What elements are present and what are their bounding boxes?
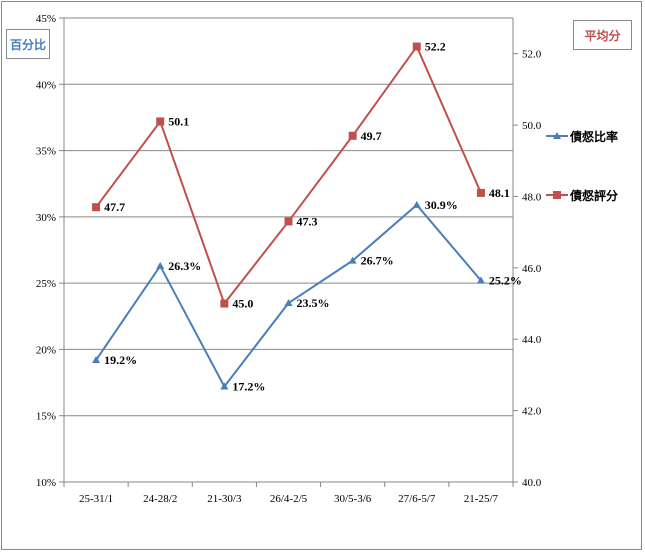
right-tick-label: 42.0 bbox=[522, 406, 542, 418]
data-point-triangle bbox=[220, 382, 229, 390]
right-tick-label: 48.0 bbox=[522, 191, 542, 203]
left-tick-label: 30% bbox=[36, 212, 56, 224]
left-tick-label: 25% bbox=[36, 278, 56, 290]
data-point-square bbox=[92, 203, 101, 212]
data-point-triangle bbox=[476, 276, 485, 284]
legend-item-score: 債惄評分 bbox=[546, 187, 618, 203]
legend-triangle-marker bbox=[546, 132, 568, 139]
data-point-triangle bbox=[412, 200, 421, 208]
legend-label-ratio: 債惄比率 bbox=[570, 129, 619, 144]
data-point-triangle bbox=[156, 261, 165, 269]
data-point-square bbox=[412, 42, 421, 51]
left-tick-label: 35% bbox=[36, 146, 56, 158]
left-tick-label: 10% bbox=[36, 477, 56, 489]
x-tick-label: 27/6-5/7 bbox=[398, 493, 436, 505]
data-point-square bbox=[284, 217, 293, 226]
left-tick-label: 45% bbox=[36, 13, 56, 25]
data-label: 26.3% bbox=[168, 259, 201, 273]
x-tick-label: 24-28/2 bbox=[143, 493, 177, 505]
data-label: 50.1 bbox=[168, 115, 189, 129]
data-label: 19.2% bbox=[104, 353, 137, 367]
x-tick-label: 21-30/3 bbox=[207, 493, 242, 505]
data-label: 23.5% bbox=[297, 296, 330, 310]
data-label: 52.2 bbox=[425, 40, 446, 54]
left-tick-label: 15% bbox=[36, 411, 56, 423]
data-point-triangle bbox=[348, 256, 357, 264]
data-label: 45.0 bbox=[232, 297, 253, 311]
legend-label-score: 債惄評分 bbox=[570, 188, 619, 203]
data-label: 26.7% bbox=[361, 254, 394, 268]
data-point-triangle bbox=[284, 299, 293, 307]
data-point-square bbox=[156, 117, 165, 126]
x-tick-label: 21-25/7 bbox=[464, 493, 499, 505]
left-tick-label: 40% bbox=[36, 79, 56, 91]
data-label: 47.7 bbox=[104, 200, 125, 214]
x-tick-label: 25-31/1 bbox=[79, 493, 113, 505]
data-label: 48.1 bbox=[489, 186, 510, 200]
data-label: 25.2% bbox=[489, 273, 522, 287]
x-tick-label: 26/4-2/5 bbox=[270, 493, 308, 505]
series-line-2 bbox=[95, 45, 482, 305]
left-axis-title: 百分比 bbox=[6, 29, 50, 59]
right-tick-label: 44.0 bbox=[522, 334, 542, 346]
data-label: 47.3 bbox=[297, 214, 318, 228]
right-tick-label: 50.0 bbox=[522, 120, 542, 132]
x-tick-label: 30/5-3/6 bbox=[334, 493, 372, 505]
right-axis-title: 平均分 bbox=[573, 20, 632, 50]
right-tick-label: 46.0 bbox=[522, 263, 542, 275]
right-tick-label: 52.0 bbox=[522, 49, 542, 61]
data-point-square bbox=[348, 131, 357, 140]
data-point-square bbox=[476, 188, 485, 197]
right-tick-label: 40.0 bbox=[522, 477, 542, 489]
data-label: 49.7 bbox=[361, 129, 382, 143]
data-point-square bbox=[220, 299, 229, 308]
data-label: 17.2% bbox=[232, 380, 265, 394]
legend-square-marker bbox=[546, 191, 568, 199]
series-line-1 bbox=[95, 203, 482, 388]
data-label: 30.9% bbox=[425, 198, 458, 212]
left-tick-label: 20% bbox=[36, 344, 56, 356]
data-point-triangle bbox=[92, 356, 101, 364]
legend-item-ratio: 債惄比率 bbox=[546, 128, 618, 144]
